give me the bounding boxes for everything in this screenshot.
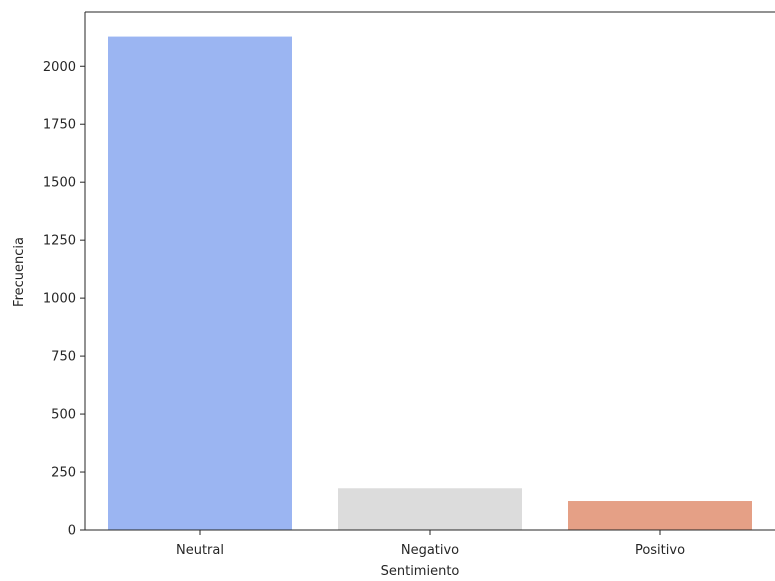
y-axis-label: Frecuencia [12, 237, 27, 307]
y-tick-label: 250 [51, 466, 76, 481]
y-tick-label: 1000 [43, 292, 76, 307]
y-tick-label: 1750 [43, 118, 76, 133]
y-tick-label: 500 [51, 408, 76, 423]
x-tick-label: Positivo [635, 543, 685, 558]
bars-layer [108, 36, 752, 530]
x-axis-ticks: Neutral Negativo Positivo [176, 530, 685, 558]
bar-positivo [568, 501, 752, 530]
bar-neutral [108, 36, 292, 530]
x-tick-label: Neutral [176, 543, 224, 558]
y-tick-label: 0 [68, 524, 76, 539]
x-tick-label: Negativo [401, 543, 459, 558]
bar-negativo [338, 488, 522, 530]
y-tick-label: 750 [51, 350, 76, 365]
y-axis-ticks: 0 250 500 750 1000 1250 1500 1750 2000 [43, 60, 85, 539]
x-axis-label: Sentimiento [381, 564, 460, 577]
y-tick-label: 1500 [43, 176, 76, 191]
y-tick-label: 1250 [43, 234, 76, 249]
y-tick-label: 2000 [43, 60, 76, 75]
